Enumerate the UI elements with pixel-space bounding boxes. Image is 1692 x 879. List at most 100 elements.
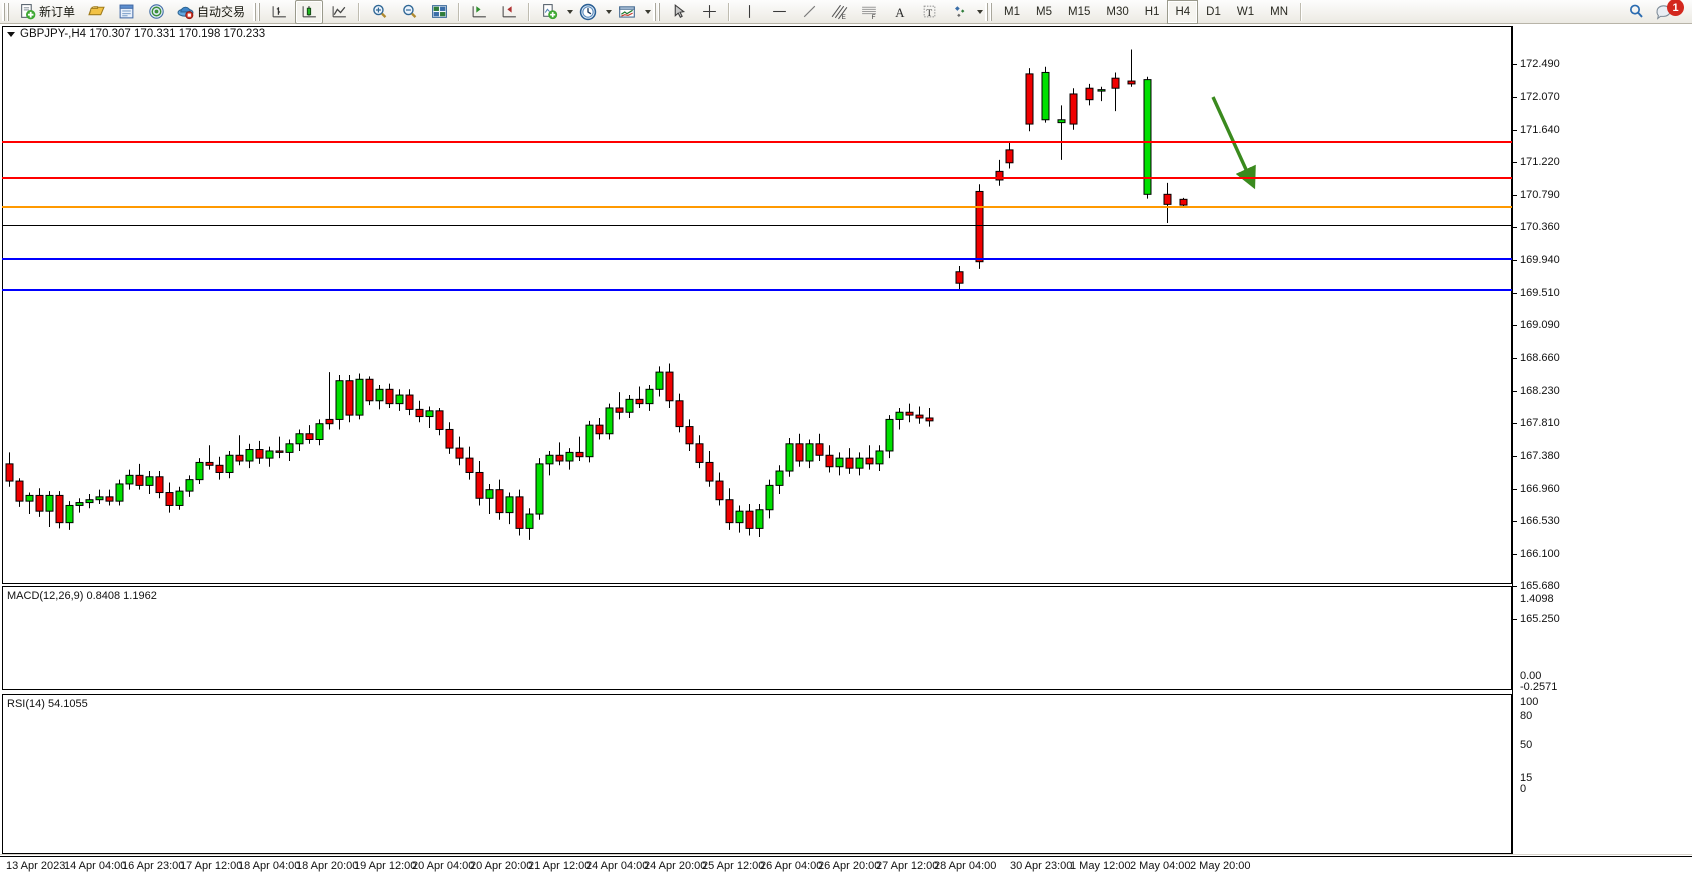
timeframe-w1[interactable]: W1: [1236, 5, 1255, 18]
signals-button[interactable]: [142, 0, 170, 24]
macd-pane[interactable]: [2, 586, 1512, 690]
blue-window-icon: [119, 4, 133, 19]
tick-dash: [1513, 488, 1517, 490]
expert-advisors-button[interactable]: [82, 0, 110, 24]
price-tick-value: 170.360: [1520, 221, 1560, 233]
zoom-in-button[interactable]: [365, 0, 393, 24]
toolbar-grip-3[interactable]: [653, 2, 662, 21]
trendline-button[interactable]: [795, 0, 823, 24]
tick-dash: [1513, 553, 1517, 555]
text-button[interactable]: A: [885, 0, 913, 24]
support-line-2[interactable]: [2, 289, 1512, 291]
text-a-icon: A: [895, 6, 905, 20]
toolbar-grip[interactable]: [2, 2, 10, 21]
rsi-pane[interactable]: [2, 694, 1512, 854]
timeframe-h4[interactable]: H4: [1167, 0, 1199, 24]
price-tick-value: 165.250: [1520, 613, 1560, 625]
tick-dash: [1513, 194, 1517, 196]
chart-area[interactable]: GBPJPY-,H4 170.307 170.331 170.198 170.2…: [0, 24, 1692, 879]
shapes-button[interactable]: [945, 0, 973, 24]
resistance-line-1[interactable]: [2, 141, 1512, 143]
templates-dropdown-caret[interactable]: [645, 9, 652, 14]
new-order-button[interactable]: 新订单: [14, 0, 80, 24]
tick-dash: [1513, 585, 1517, 587]
templates-button[interactable]: [613, 0, 641, 24]
timeframe-m15[interactable]: M15: [1068, 5, 1091, 18]
tick-dash: [1513, 96, 1517, 98]
horizontal-line-icon: [772, 10, 786, 13]
toolbar-separator-3: [528, 2, 531, 21]
text-label-button[interactable]: T: [915, 0, 943, 24]
price-tick-value: 165.680: [1520, 580, 1560, 592]
price-tick: 166.100: [1513, 548, 1560, 560]
indicators-dropdown-caret[interactable]: [567, 9, 574, 14]
autotrading-button[interactable]: 自动交易: [172, 0, 250, 24]
resistance-line-2[interactable]: [2, 177, 1512, 179]
svg-text:T: T: [926, 8, 932, 19]
cursor-button[interactable]: [665, 0, 693, 24]
price-tick: 169.090: [1513, 319, 1560, 331]
price-tick: 171.220: [1513, 156, 1560, 168]
tick-dash: [1513, 129, 1517, 131]
main-price-pane[interactable]: [2, 26, 1512, 584]
periods-button[interactable]: [574, 0, 602, 24]
timeframe-h1[interactable]: H1: [1144, 5, 1160, 18]
shapes-dropdown-caret[interactable]: [977, 9, 984, 14]
timeframe-m5[interactable]: M5: [1036, 5, 1052, 18]
macd-label: MACD(12,26,9) 0.8408 1.1962: [7, 590, 157, 602]
price-tick: 172.070: [1513, 91, 1560, 103]
candlestick-chart-button[interactable]: [295, 0, 324, 24]
fibonacci-button[interactable]: F: [855, 0, 883, 24]
price-axis[interactable]: 172.490 172.070 171.640 171.220 170.790 170.3…: [1512, 26, 1692, 854]
chart-shift-button[interactable]: [495, 0, 523, 24]
search-button[interactable]: [1622, 0, 1650, 24]
crosshair-button[interactable]: [695, 0, 723, 24]
bar-chart-icon: [272, 6, 286, 18]
toolbar-separator-2: [458, 2, 461, 21]
timeframe-m30[interactable]: M30: [1106, 5, 1129, 18]
notifications-button[interactable]: 1: [1652, 0, 1687, 24]
chart-menu-triangle-icon[interactable]: [7, 31, 15, 37]
price-tick: 169.510: [1513, 287, 1560, 299]
horizontal-line-button[interactable]: [765, 0, 793, 24]
toolbar-right-group: 1: [1621, 0, 1692, 24]
price-tick-value: 172.070: [1520, 91, 1560, 103]
timeframe-m1[interactable]: M1: [1004, 5, 1021, 18]
zoom-out-button[interactable]: [395, 0, 423, 24]
indicators-button[interactable]: [535, 0, 563, 24]
entry-line[interactable]: [2, 206, 1512, 208]
line-chart-button[interactable]: [325, 0, 353, 24]
clock-icon: [579, 3, 597, 20]
auto-scroll-button[interactable]: [465, 0, 493, 24]
blue-hat-icon: [177, 6, 194, 20]
price-tick-value: 166.100: [1520, 548, 1560, 560]
symbol-ohlc-label: GBPJPY-,H4 170.307 170.331 170.198 170.2…: [20, 28, 266, 40]
toolbar-grip-2[interactable]: [253, 2, 262, 21]
main-toolbar: 新订单 自动交易: [0, 0, 1692, 24]
equidistant-channel-button[interactable]: E: [825, 0, 853, 24]
support-line-1[interactable]: [2, 258, 1512, 260]
vertical-line-button[interactable]: [735, 0, 763, 24]
autoscroll-icon: [472, 6, 486, 18]
toolbar-separator-1: [358, 2, 361, 21]
template-icon: [619, 5, 635, 18]
time-axis[interactable]: 13 Apr 2023 14 Apr 04:00 16 Apr 23:00 17 Ap…: [0, 856, 1692, 879]
shapes-icon: [954, 6, 964, 18]
bar-chart-button[interactable]: [265, 0, 293, 24]
indicator-axis-value: -0.2571: [1520, 681, 1558, 693]
toolbar-grip-4[interactable]: [985, 2, 994, 21]
trendline-icon: [803, 5, 815, 18]
rsi-label: RSI(14) 54.1055: [7, 698, 88, 710]
tick-dash: [1513, 357, 1517, 359]
svg-text:A: A: [895, 6, 905, 20]
tick-dash: [1513, 422, 1517, 424]
current-price-line[interactable]: [2, 225, 1512, 226]
time-axis-label: 28 Apr 04:00: [934, 860, 997, 872]
data-window-button[interactable]: [425, 0, 453, 24]
market-watch-button[interactable]: [112, 0, 140, 24]
timeframe-d1[interactable]: D1: [1206, 5, 1221, 18]
price-tick-value: 171.640: [1520, 124, 1560, 136]
grid-window-icon: [431, 5, 447, 18]
timeframe-mn[interactable]: MN: [1270, 5, 1288, 18]
periods-dropdown-caret[interactable]: [606, 9, 613, 14]
